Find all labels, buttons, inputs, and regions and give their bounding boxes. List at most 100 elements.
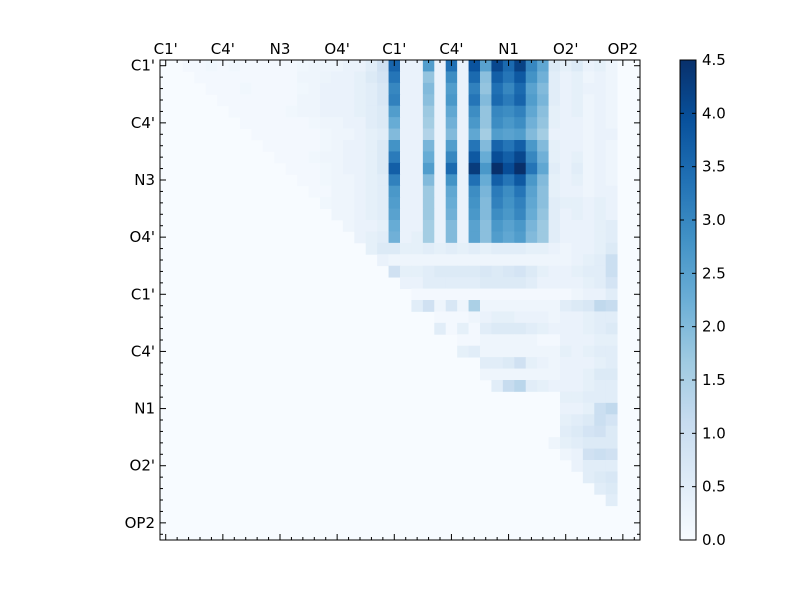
heatmap-cell <box>434 311 447 324</box>
heatmap-cell <box>491 197 504 209</box>
heatmap-cell <box>548 380 561 392</box>
heatmap-cell <box>594 482 607 495</box>
heatmap-cell <box>365 82 378 95</box>
heatmap-cell <box>274 128 287 141</box>
heatmap-cell <box>400 242 412 255</box>
heatmap-cell <box>457 322 469 335</box>
x-tick-label: O4' <box>324 40 349 58</box>
heatmap-cell <box>491 322 504 335</box>
heatmap-cell <box>560 357 572 369</box>
heatmap-cell <box>548 322 561 335</box>
heatmap-cell <box>594 460 607 472</box>
heatmap-cell <box>502 117 515 129</box>
heatmap-cell <box>468 254 481 267</box>
heatmap-cell <box>537 277 549 289</box>
heatmap-cell <box>377 94 389 107</box>
heatmap-cell <box>548 231 561 244</box>
heatmap-cell <box>582 322 595 335</box>
heatmap-cell <box>537 197 549 209</box>
heatmap-cell <box>571 197 584 209</box>
heatmap-cell <box>377 140 389 152</box>
heatmap-cell <box>525 322 538 335</box>
x-tick-label: C1' <box>154 40 178 58</box>
heatmap-cell <box>594 334 607 347</box>
heatmap-cell <box>285 60 298 72</box>
heatmap-cell <box>434 140 447 152</box>
heatmap-cell <box>537 300 549 312</box>
heatmap-cell <box>354 185 367 198</box>
heatmap-cell <box>308 174 321 187</box>
heatmap-cell <box>491 162 504 175</box>
heatmap-cell <box>445 140 458 152</box>
heatmap-cell <box>605 82 618 95</box>
heatmap-cell <box>594 448 607 461</box>
heatmap-cell <box>365 220 378 232</box>
heatmap-cell <box>388 140 401 152</box>
heatmap-cell <box>434 197 447 209</box>
heatmap-cell <box>605 265 618 278</box>
heatmap-cell <box>400 60 412 72</box>
heatmap-cell <box>422 300 435 312</box>
heatmap-cell <box>514 288 527 301</box>
heatmap-cell <box>262 128 275 141</box>
heatmap-cell <box>502 288 515 301</box>
heatmap-cell <box>548 357 561 369</box>
heatmap-cell <box>502 254 515 267</box>
heatmap-cell <box>480 128 492 141</box>
heatmap-cell <box>400 231 412 244</box>
heatmap-cell <box>388 151 401 164</box>
heatmap-cell <box>594 242 607 255</box>
heatmap-cell <box>285 151 298 164</box>
heatmap-cell <box>411 254 424 267</box>
heatmap-cell <box>365 208 378 221</box>
heatmap-cell <box>571 82 584 95</box>
heatmap-cell <box>605 174 618 187</box>
heatmap-cell <box>594 220 607 232</box>
heatmap-cell <box>502 185 515 198</box>
heatmap-cell <box>582 208 595 221</box>
heatmap-cell <box>377 174 389 187</box>
heatmap-cell <box>308 140 321 152</box>
heatmap-cell <box>422 185 435 198</box>
heatmap-cell <box>560 185 572 198</box>
heatmap-cell <box>571 174 584 187</box>
heatmap-cell <box>594 357 607 369</box>
heatmap-cell <box>491 208 504 221</box>
heatmap-cell <box>594 380 607 392</box>
heatmap-cell <box>468 197 481 209</box>
heatmap-cell <box>320 60 332 72</box>
heatmap-cell <box>411 94 424 107</box>
heatmap-cell <box>331 128 344 141</box>
heatmap-cell <box>502 322 515 335</box>
heatmap-cell <box>548 128 561 141</box>
heatmap-cell <box>422 71 435 84</box>
heatmap-cell <box>571 140 584 152</box>
heatmap-cell <box>388 162 401 175</box>
heatmap-cell <box>571 208 584 221</box>
heatmap-cell <box>354 60 367 72</box>
heatmap-cell <box>422 220 435 232</box>
heatmap-cell <box>537 231 549 244</box>
heatmap-cell <box>560 231 572 244</box>
heatmap-cell <box>605 151 618 164</box>
heatmap-cell <box>297 162 309 175</box>
heatmap-cell <box>377 105 389 118</box>
heatmap-cell <box>491 265 504 278</box>
heatmap-cell <box>548 345 561 358</box>
heatmap-cell <box>377 185 389 198</box>
heatmap-cell <box>560 425 572 438</box>
heatmap-cell <box>457 197 469 209</box>
heatmap-cell <box>537 334 549 347</box>
heatmap-cell <box>480 71 492 84</box>
heatmap-cell <box>571 162 584 175</box>
heatmap-cell <box>320 94 332 107</box>
heatmap-cell <box>594 300 607 312</box>
heatmap-cell <box>354 105 367 118</box>
heatmap-cell <box>434 288 447 301</box>
heatmap-cell <box>605 460 618 472</box>
heatmap-cell <box>422 140 435 152</box>
y-tick-label: C4' <box>131 114 155 132</box>
heatmap-cell <box>594 151 607 164</box>
heatmap-cell <box>605 345 618 358</box>
heatmap-cell <box>354 94 367 107</box>
